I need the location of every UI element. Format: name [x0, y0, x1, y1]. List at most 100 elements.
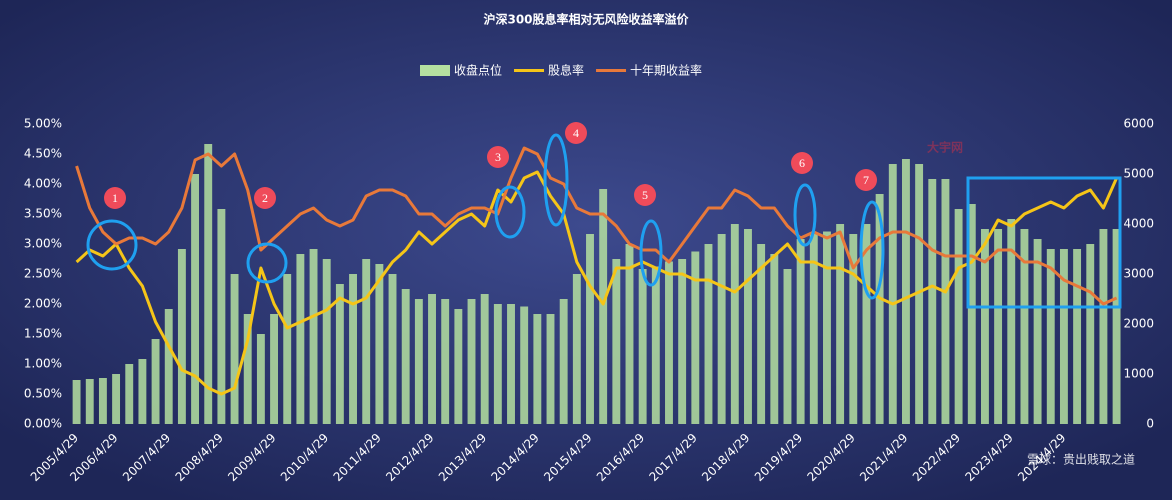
- legend: 收盘点位 股息率 十年期收益率: [420, 63, 702, 78]
- bar: [112, 374, 121, 424]
- bar: [572, 274, 581, 424]
- annotations: 1 2 3 4 5 6 7: [86, 122, 1122, 309]
- bar: [796, 239, 805, 424]
- annotation-marker: [565, 122, 587, 144]
- annotation-label: 2: [262, 191, 268, 205]
- highlight: [859, 200, 885, 300]
- bar: [322, 259, 331, 424]
- bar: [836, 224, 845, 424]
- bar: [1099, 229, 1108, 424]
- highlight: [639, 219, 663, 287]
- highlight: [246, 242, 288, 284]
- bar: [309, 249, 318, 424]
- bar: [507, 304, 515, 424]
- bar: [1033, 239, 1042, 424]
- bar: [599, 189, 608, 424]
- annotation-label: 4: [573, 126, 579, 140]
- bar: [151, 339, 160, 424]
- bar: [770, 254, 779, 424]
- bar: [941, 179, 950, 424]
- bar: [230, 274, 239, 424]
- annotation-marker: [791, 152, 813, 174]
- bar: [730, 224, 739, 424]
- highlight: [543, 133, 569, 227]
- bar: [875, 194, 884, 424]
- bar: [849, 234, 858, 424]
- y-tick-label: 1.50%: [24, 327, 62, 341]
- bar: [98, 378, 107, 424]
- y-tick-label: 4.50%: [24, 147, 62, 161]
- legend-swatch: [420, 65, 450, 76]
- bar: [1073, 249, 1082, 424]
- annotation-marker: [487, 146, 509, 168]
- annotation-marker: [855, 169, 877, 191]
- bar: [414, 299, 423, 424]
- y-tick-label: 1.00%: [24, 357, 62, 371]
- annotation-label: 1: [112, 191, 118, 205]
- bar: [625, 244, 634, 424]
- legend-label: 十年期收益率: [630, 63, 702, 78]
- bar: [1007, 219, 1016, 424]
- line: [75, 146, 1118, 306]
- bar: [191, 174, 200, 424]
- bar: [138, 359, 147, 424]
- y2-tick-label: 0: [1146, 417, 1154, 431]
- bar: [217, 209, 226, 424]
- bar: [717, 234, 726, 424]
- y-tick-label: 0.00%: [24, 417, 62, 431]
- annotation-label: 3: [495, 150, 501, 164]
- bar: [678, 259, 687, 424]
- bar: [388, 274, 397, 424]
- bar: [493, 304, 502, 424]
- bar: [72, 380, 81, 424]
- bar: [546, 314, 555, 424]
- y-tick-label: 2.50%: [24, 267, 62, 281]
- bar: [823, 231, 831, 424]
- bar: [296, 254, 305, 424]
- y2-tick-label: 4000: [1123, 217, 1154, 231]
- bar: [691, 251, 700, 424]
- highlight: [494, 185, 526, 239]
- legend-label: 收盘点位: [454, 63, 502, 78]
- watermark: 雪球：贵出贱取之道: [1027, 453, 1135, 467]
- bar: [1112, 229, 1121, 424]
- bar: [1020, 229, 1029, 424]
- bar: [177, 249, 186, 424]
- annotation-marker: [254, 187, 276, 209]
- bar: [665, 261, 673, 424]
- bar: [559, 299, 568, 424]
- bar: [651, 266, 660, 424]
- annotation-marker: [104, 187, 126, 209]
- bar: [256, 334, 265, 424]
- legend-label: 股息率: [548, 63, 584, 78]
- y2-tick-label: 2000: [1123, 317, 1154, 331]
- bar: [994, 229, 1003, 424]
- bar: [533, 314, 542, 424]
- line: [75, 170, 1118, 396]
- bar: [954, 209, 963, 424]
- bar: [1046, 249, 1055, 424]
- bar: [283, 274, 292, 424]
- bar: [612, 259, 621, 424]
- annotation-label: 6: [799, 156, 805, 170]
- y-tick-label: 5.00%: [24, 117, 62, 131]
- bar: [125, 364, 134, 424]
- bar: [454, 309, 463, 424]
- bar: [980, 229, 989, 424]
- bar: [85, 379, 94, 424]
- y-tick-label: 4.00%: [24, 177, 62, 191]
- bar: [362, 259, 371, 424]
- watermark: 大宇网: [927, 140, 963, 155]
- bar: [441, 299, 450, 424]
- bar: [862, 224, 871, 424]
- chart-title: 沪深300股息率相对无风险收益率溢价: [483, 12, 689, 27]
- bar: [586, 234, 594, 424]
- highlight-box: [966, 176, 1122, 309]
- bar: [638, 269, 647, 424]
- bar: [520, 306, 529, 424]
- bar: [888, 164, 897, 424]
- bar: [243, 314, 252, 424]
- bar: [375, 264, 384, 424]
- annotation-marker: [634, 184, 656, 206]
